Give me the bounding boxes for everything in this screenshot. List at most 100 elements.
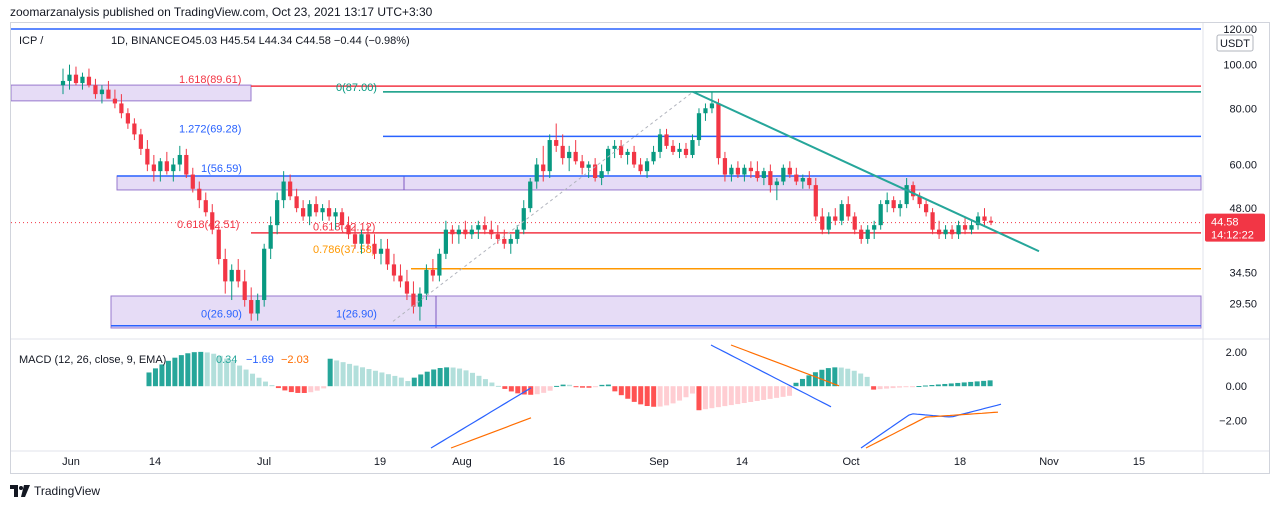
macd-histogram-bar: [172, 357, 178, 387]
price-axis-tick: 60.00: [1229, 160, 1257, 172]
macd-histogram-bar: [431, 369, 437, 387]
macd-histogram-bar: [845, 368, 851, 387]
candle-body: [580, 161, 585, 168]
macd-histogram-bar: [644, 386, 650, 407]
candle-body: [456, 229, 461, 235]
macd-histogram-bar: [625, 386, 631, 399]
candle-body: [359, 234, 364, 244]
macd-histogram-bar: [599, 384, 605, 387]
tradingview-brand[interactable]: TradingView: [10, 484, 100, 498]
macd-histogram-bar: [728, 386, 734, 406]
macd-histogram-bar: [321, 386, 327, 389]
macd-histogram-bar: [547, 386, 553, 391]
candle-body: [385, 248, 390, 265]
candle-body: [923, 204, 929, 213]
macd-histogram-bar: [347, 363, 353, 387]
macd-histogram-bar: [838, 367, 844, 387]
macd-axis-tick: 0.00: [1226, 381, 1247, 393]
macd-histogram-bar: [334, 360, 340, 387]
candle-body: [820, 216, 825, 230]
macd-histogram-bar: [799, 378, 805, 387]
candle-body: [541, 164, 546, 172]
candle-body: [184, 154, 189, 175]
signal-line-segment: [450, 417, 532, 449]
candle-body: [787, 167, 792, 175]
candle-body: [794, 174, 799, 182]
candle-body: [949, 229, 955, 235]
macd-histogram-bar: [709, 386, 715, 409]
price-axis-tick: 48.00: [1229, 203, 1257, 215]
candle-body: [554, 140, 559, 146]
macd-histogram-bar: [185, 353, 191, 387]
macd-histogram-bar: [256, 377, 262, 387]
candle-body: [301, 208, 306, 217]
candle-body: [755, 171, 760, 178]
macd-axis-tick: 2.00: [1226, 347, 1247, 359]
macd-histogram-bar: [851, 370, 857, 387]
macd-histogram-bar: [152, 368, 158, 387]
candle-body: [346, 225, 351, 235]
candle-body: [612, 145, 617, 149]
macd-histogram-bar: [806, 375, 812, 387]
candle-body: [223, 259, 228, 282]
candle-body: [365, 234, 371, 244]
candle-body: [86, 76, 92, 86]
candle-body: [982, 216, 987, 221]
macd-histogram-bar: [683, 386, 689, 398]
supply-zone-top: [11, 84, 252, 102]
macd-histogram-bar: [314, 386, 320, 391]
candle-body: [975, 216, 981, 226]
candle-body: [904, 185, 909, 205]
macd-histogram-bar: [288, 386, 294, 393]
macd-histogram-bar: [735, 386, 741, 405]
time-axis-label: 16: [553, 456, 565, 468]
macd-line-segment: [430, 387, 532, 449]
candle-body: [625, 151, 630, 155]
chart-panel[interactable]: 1.618(89.61) 0(87.00) 1.272(69.28) 1(56.59)…: [10, 22, 1270, 474]
macd-histogram-bar: [470, 372, 475, 387]
candle-body: [560, 145, 565, 159]
price-chart[interactable]: 1.618(89.61) 0(87.00) 1.272(69.28) 1(56.59)…: [11, 23, 1269, 473]
candle-body: [502, 238, 507, 244]
candle-body: [521, 208, 526, 230]
macd-histogram-bar: [450, 367, 456, 387]
macd-histogram-bar: [508, 386, 514, 392]
candle-body: [391, 264, 397, 276]
candle-body: [125, 113, 131, 124]
candle-body: [112, 98, 118, 104]
macd-histogram-bar: [457, 368, 463, 387]
candle-body: [67, 74, 72, 81]
candle-body: [618, 145, 624, 155]
candle-body: [768, 171, 773, 186]
candle-body: [197, 188, 202, 201]
candle-body: [885, 200, 890, 205]
macd-histogram-bar: [392, 375, 398, 387]
candle-body: [865, 229, 870, 239]
macd-value: −2.03: [281, 354, 309, 366]
macd-histogram-bar: [981, 380, 987, 387]
candle-body: [119, 103, 124, 114]
signal-line-segment: [865, 411, 999, 449]
macd-histogram-bar: [955, 382, 961, 387]
price-axis-tick: 34.50: [1229, 268, 1257, 280]
candle-body: [106, 89, 111, 99]
macd-histogram-bar: [191, 352, 197, 387]
candle-body: [826, 216, 831, 230]
fib-label: 1.272(69.28): [179, 123, 241, 135]
macd-histogram-bar: [864, 376, 870, 387]
candle-body: [508, 238, 513, 244]
fib-label: 0.618(42.51): [177, 219, 239, 231]
fib-label: 0(87.00): [336, 82, 377, 94]
candle-body: [495, 234, 500, 239]
macd-histogram-bar: [437, 368, 443, 387]
candle-body: [911, 185, 916, 197]
macd-histogram-bar: [748, 386, 754, 402]
candle-body: [307, 204, 312, 217]
candle-body: [132, 123, 137, 135]
candle-body: [599, 171, 604, 178]
macd-histogram-bar: [722, 386, 728, 407]
macd-histogram-bar: [411, 377, 417, 387]
candle-body: [878, 204, 883, 226]
macd-histogram-bar: [897, 386, 903, 388]
candle-body: [93, 85, 98, 95]
